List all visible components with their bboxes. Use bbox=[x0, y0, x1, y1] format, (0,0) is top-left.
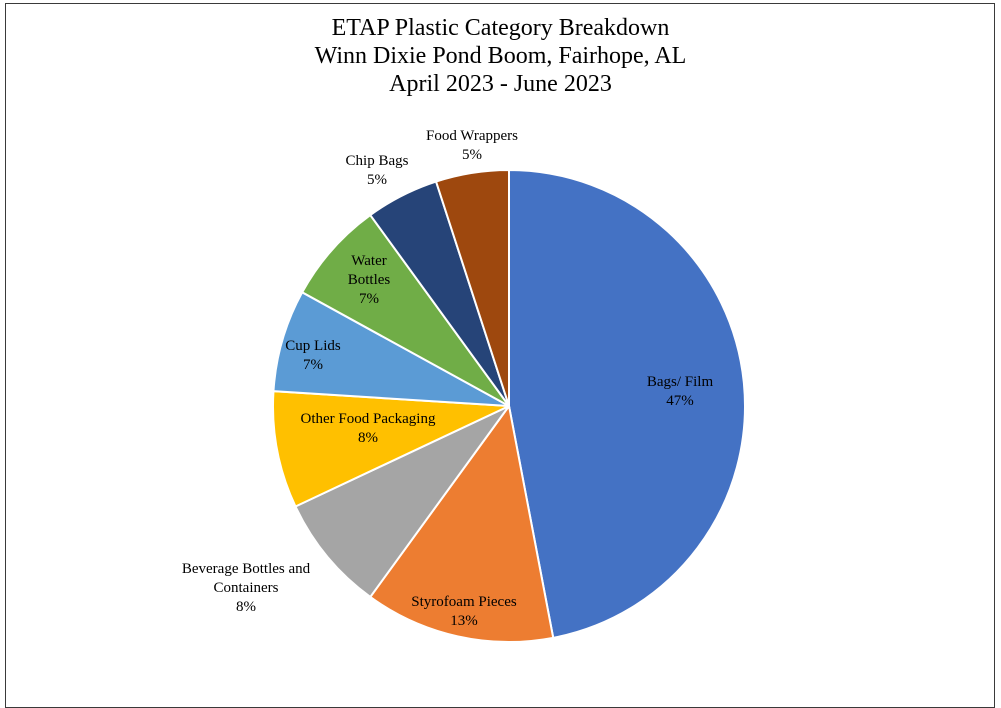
slice-label-food-wrappers: Food Wrappers 5% bbox=[426, 128, 518, 163]
chart-title-line-2: Winn Dixie Pond Boom, Fairhope, AL bbox=[314, 43, 687, 69]
pie-slice-cup-lids bbox=[272, 290, 510, 407]
chart-title: ETAP Plastic Category Breakdown Winn Dix… bbox=[0, 14, 1001, 98]
slice-name-cup-lids: Cup Lids bbox=[285, 338, 341, 354]
slice-label-cup-lids: Cup Lids 7% bbox=[285, 338, 341, 373]
chart-title-line-1: ETAP Plastic Category Breakdown bbox=[331, 15, 670, 41]
chart-title-line-3: April 2023 - June 2023 bbox=[389, 71, 612, 97]
slice-percent-chip-bags: 5% bbox=[367, 172, 387, 188]
slice-percent-food-wrappers: 5% bbox=[462, 147, 482, 163]
slice-label-water-bottles: Water Bottles 7% bbox=[348, 253, 391, 307]
slice-percent-other-food-packaging: 8% bbox=[358, 430, 378, 446]
pie-slice-bags-film bbox=[508, 168, 746, 639]
slice-name-water-bottles: Bottles bbox=[348, 272, 391, 288]
slice-name-water-bottles: Water bbox=[351, 253, 386, 269]
slice-percent-cup-lids: 7% bbox=[303, 357, 323, 373]
slice-percent-styrofoam-pieces: 13% bbox=[450, 613, 478, 629]
slice-name-beverage-bottles-and-containers: Beverage Bottles and bbox=[182, 561, 311, 577]
slice-percent-bags-film: 47% bbox=[666, 393, 694, 409]
slice-name-other-food-packaging: Other Food Packaging bbox=[301, 411, 436, 427]
slice-percent-beverage-bottles-and-containers: 8% bbox=[236, 599, 256, 615]
slice-name-bags-film: Bags/ Film bbox=[647, 374, 714, 390]
pie-slice-styrofoam-pieces bbox=[368, 403, 555, 643]
pie-slice-food-wrappers bbox=[434, 168, 510, 407]
slice-name-beverage-bottles-and-containers: Containers bbox=[214, 580, 279, 596]
slice-name-styrofoam-pieces: Styrofoam Pieces bbox=[411, 594, 517, 610]
pie-slice-other-food-packaging bbox=[272, 390, 510, 508]
slice-percent-water-bottles: 7% bbox=[359, 291, 379, 307]
slice-name-chip-bags: Chip Bags bbox=[346, 153, 409, 169]
pie-slice-water-bottles bbox=[300, 213, 510, 407]
slice-label-bags-film: Bags/ Film 47% bbox=[647, 374, 714, 409]
slice-name-food-wrappers: Food Wrappers bbox=[426, 128, 518, 144]
slice-label-other-food-packaging: Other Food Packaging 8% bbox=[301, 411, 436, 446]
slice-label-chip-bags: Chip Bags 5% bbox=[346, 153, 409, 188]
pie-slice-beverage-bottles-and-containers bbox=[294, 405, 510, 599]
slice-label-styrofoam-pieces: Styrofoam Pieces 13% bbox=[411, 594, 517, 629]
slice-label-beverage-bottles-and-containers: Beverage Bottles and Containers 8% bbox=[182, 561, 311, 615]
